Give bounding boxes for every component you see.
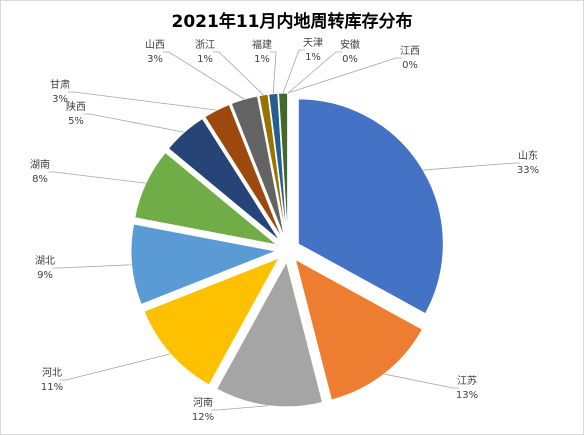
pie-slice <box>215 260 324 408</box>
value-label: 1% <box>254 54 270 65</box>
leader-line <box>282 49 305 94</box>
category-label: 江苏 <box>457 374 477 387</box>
category-label: 福建 <box>252 38 272 51</box>
value-label: 3% <box>147 54 163 65</box>
value-label: 33% <box>517 165 539 176</box>
leader-line <box>48 171 146 184</box>
value-label: 12% <box>192 412 214 423</box>
value-label: 9% <box>37 270 53 281</box>
leader-line <box>213 51 264 96</box>
chart-title: 2021年11月内地周转库存分布 <box>172 11 413 32</box>
leader-line <box>53 264 132 269</box>
leader-line <box>163 51 245 100</box>
leader-line <box>84 113 185 133</box>
value-label: 1% <box>197 54 213 65</box>
category-label: 湖南 <box>30 158 50 171</box>
value-label: 0% <box>342 54 358 65</box>
pie-slice <box>130 223 278 306</box>
pie-slice <box>167 117 281 242</box>
category-label: 江西 <box>400 45 420 57</box>
value-label: 5% <box>68 116 84 127</box>
value-label: 11% <box>41 382 63 393</box>
leader-line <box>287 51 342 94</box>
category-label: 陕西 <box>66 100 86 113</box>
value-label: 8% <box>32 174 48 185</box>
leader-line <box>270 51 277 94</box>
category-label: 河南 <box>193 396 213 409</box>
category-label: 浙江 <box>195 39 215 51</box>
leader-line <box>287 57 402 94</box>
value-label: 1% <box>305 52 321 63</box>
category-label: 安徽 <box>340 38 360 51</box>
value-label: 13% <box>456 390 478 401</box>
leader-line <box>211 405 269 411</box>
category-label: 河北 <box>42 367 62 379</box>
pie-slice <box>230 95 286 239</box>
category-label: 甘肃 <box>50 78 70 91</box>
category-label: 天津 <box>303 37 323 49</box>
pie-slice <box>268 92 288 239</box>
leader-line <box>68 91 217 111</box>
category-label: 湖北 <box>35 255 55 267</box>
leader-line <box>423 162 520 171</box>
pie-slice <box>294 258 424 401</box>
leader-line <box>384 373 459 389</box>
category-label: 山西 <box>145 39 165 51</box>
category-label: 山东 <box>518 149 538 162</box>
leader-line <box>60 353 171 381</box>
value-label: 3% <box>52 94 68 105</box>
value-label: 0% <box>402 60 418 71</box>
pie-slice <box>297 98 444 315</box>
